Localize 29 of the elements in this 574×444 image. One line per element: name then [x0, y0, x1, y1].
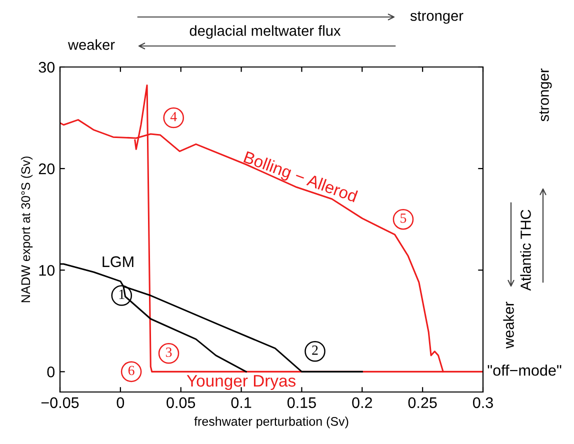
annotation: 4	[170, 112, 177, 122]
y-tick-label: 10	[39, 264, 55, 276]
x-tick-label: 0.25	[408, 397, 437, 408]
annotation: 1	[119, 290, 124, 299]
annotation: 6	[128, 366, 134, 376]
y-tick-label: 20	[38, 163, 55, 174]
text: stronger	[410, 11, 464, 24]
x-axis-title: freshwater perturbation (Sv)	[194, 416, 348, 428]
text: stronger	[539, 68, 552, 122]
annotation: Younger Dryas	[186, 375, 296, 390]
x-tick-label: 0.15	[287, 397, 316, 408]
annotation: 5	[400, 214, 406, 223]
x-tick-label: −0.05	[41, 397, 79, 408]
x-tick-label: 0	[116, 397, 124, 408]
annotation: 2	[312, 346, 318, 355]
text: deglacial meltwater flux	[190, 25, 341, 39]
x-tick-label: 0.05	[166, 397, 196, 408]
annotation: 3	[166, 348, 172, 357]
x-tick-label: 0.1	[231, 397, 252, 408]
text: Atlantic THC	[520, 210, 531, 291]
y-tick-label: 30	[38, 62, 55, 73]
x-tick-label: 0.3	[472, 397, 493, 408]
text: weaker	[503, 302, 514, 349]
y-tick-label: 0	[47, 366, 55, 378]
x-tick-label: 0.2	[352, 397, 372, 408]
annotation: LGM	[102, 256, 134, 268]
text: weaker	[68, 39, 115, 50]
y-axis-title: NADW export at 30°S (Sv)	[20, 156, 33, 302]
annotation: "off−mode"	[488, 364, 562, 376]
